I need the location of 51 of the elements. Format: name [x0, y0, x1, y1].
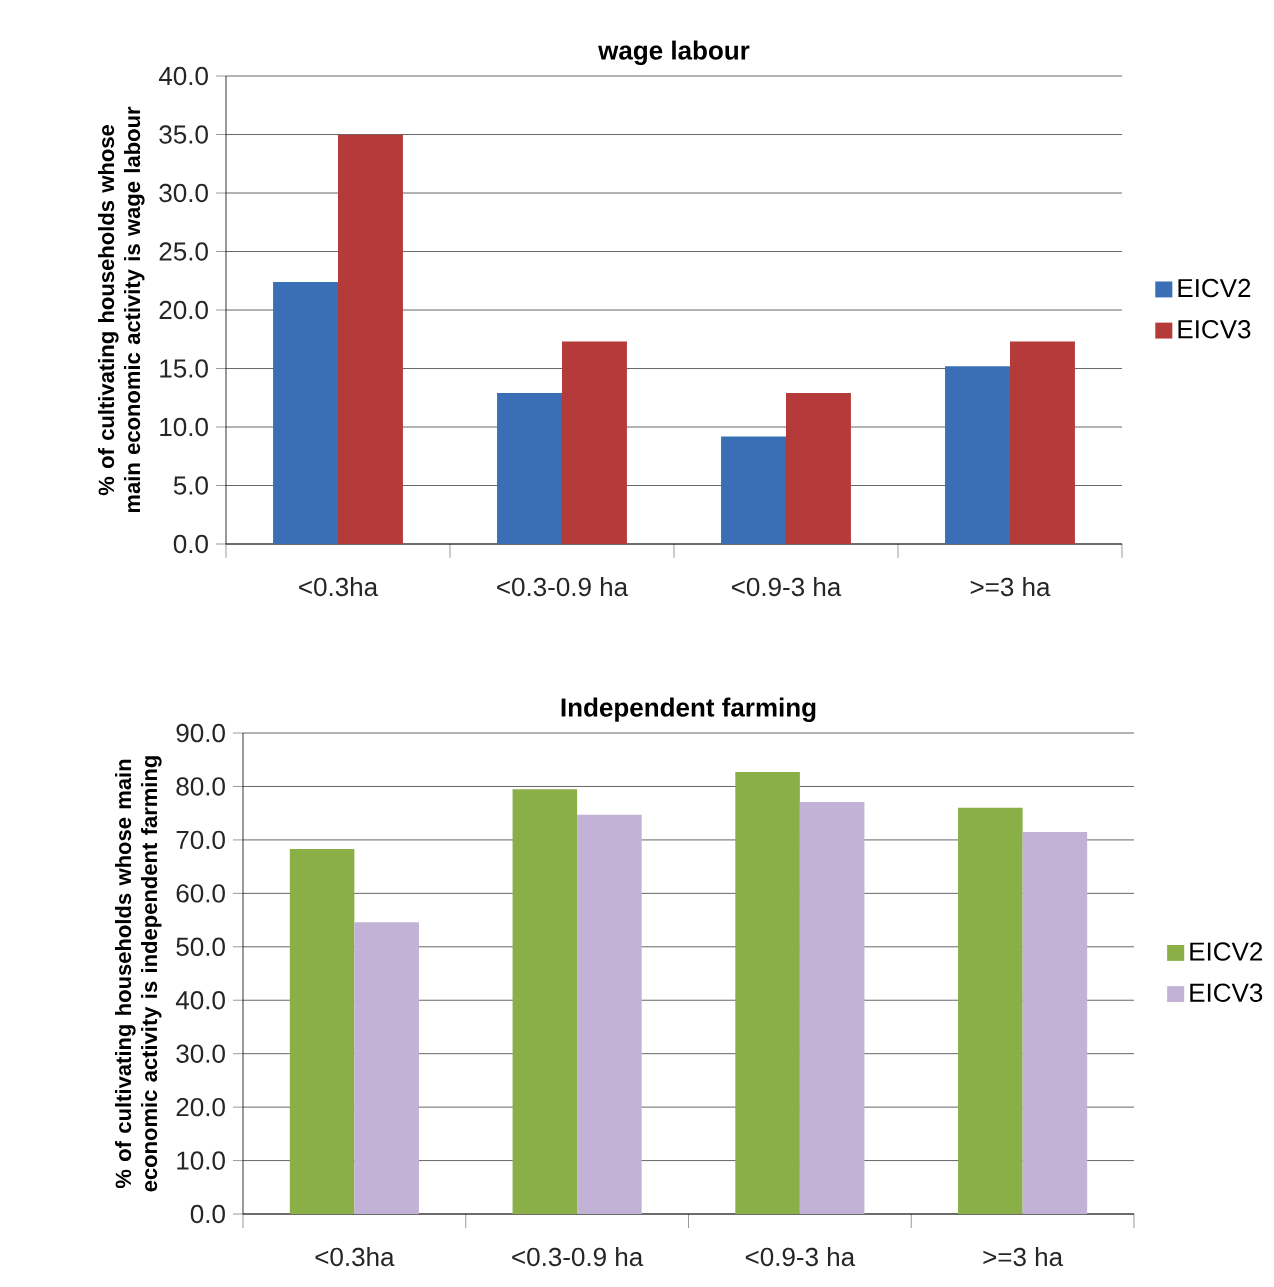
x-tick-label: >=3 ha	[983, 1247, 1064, 1267]
bar	[289, 849, 355, 1215]
bar	[497, 393, 562, 545]
y-tick-label: 35.0	[159, 125, 208, 144]
y-tick-label: 30.0	[159, 183, 208, 203]
y-tick-label: 50.0	[176, 937, 225, 956]
bar	[945, 366, 1010, 545]
y-tick-label: 90.0	[176, 723, 225, 743]
legend-label: EICV2	[1190, 942, 1263, 961]
x-tick-label: <0.3-0.9 ha	[497, 577, 629, 597]
bar	[512, 789, 578, 1215]
y-axis-title: % of cultivating households whose main economic activity is independent farming	[115, 756, 162, 1192]
y-tick-label: 40.0	[158, 66, 208, 86]
bar	[1010, 341, 1075, 545]
bar	[721, 436, 786, 545]
chart-title: wage labour	[598, 40, 750, 65]
legend-label: EICV2	[1178, 278, 1251, 298]
legend-label: EICV3	[1190, 983, 1263, 1002]
bar	[354, 922, 419, 1215]
bar	[577, 814, 642, 1215]
bar	[562, 341, 627, 545]
x-tick-label: <0.9-3 ha	[745, 1247, 856, 1267]
y-tick-label: 20.0	[159, 300, 208, 320]
y-tick-label: 20.0	[176, 1097, 225, 1117]
x-tick-label: >=3 ha	[970, 577, 1051, 597]
y-tick-label: 40.0	[175, 991, 225, 1010]
legend-label: EICV3	[1178, 320, 1251, 339]
y-tick-label: 0.0	[173, 534, 208, 554]
bar	[958, 807, 1023, 1215]
x-tick-label: <0.9-3 ha	[731, 577, 842, 597]
bar	[786, 393, 851, 545]
y-tick-label: 10.0	[177, 1151, 225, 1170]
y-tick-label: 70.0	[176, 830, 225, 850]
y-axis-title: % of cultivating households whose main economic activity is wage labour	[98, 106, 145, 513]
y-tick-label: 5.0	[173, 476, 208, 495]
bar	[799, 801, 865, 1215]
x-tick-label: <0.3ha	[299, 577, 379, 597]
bar	[1022, 831, 1088, 1215]
bar	[273, 281, 338, 545]
y-tick-label: 80.0	[176, 777, 225, 796]
bar	[338, 134, 403, 545]
y-tick-label: 60.0	[176, 884, 225, 903]
y-tick-label: 25.0	[159, 242, 208, 261]
chart-title: Independent farming	[561, 697, 816, 722]
x-tick-label: <0.3-0.9 ha	[512, 1247, 644, 1267]
y-tick-label: 15.0	[160, 359, 208, 378]
x-tick-label: <0.3ha	[315, 1247, 395, 1267]
y-tick-label: 0.0	[190, 1204, 225, 1224]
bar	[735, 772, 800, 1215]
y-tick-label: 10.0	[160, 417, 208, 437]
y-tick-label: 30.0	[176, 1044, 225, 1063]
